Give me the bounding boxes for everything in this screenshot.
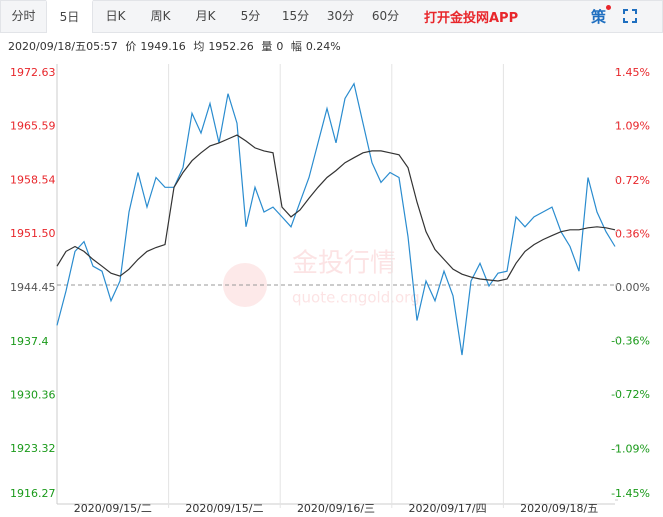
y-tick-label: 1937.4: [10, 335, 49, 348]
tab-bar: 分时 5日 日K 周K 月K 5分 15分 30分 60分 打开金投网APP 策: [0, 0, 663, 33]
app-link[interactable]: 打开金投网APP: [424, 11, 519, 26]
info-value: 0: [276, 40, 284, 53]
price-line: [56, 134, 616, 282]
y-tick-label: 1965.59: [10, 120, 56, 133]
y-tick-label: 1958.54: [10, 174, 56, 187]
tab[interactable]: 5日: [46, 0, 93, 33]
fullscreen-icon[interactable]: [623, 9, 637, 23]
y-tick-label: 1944.45: [10, 281, 56, 294]
x-tick-label: 2020/09/16/三: [297, 502, 375, 515]
x-tick-label: 2020/09/18/五: [520, 502, 598, 515]
y-tick-label: 1972.63: [10, 66, 56, 79]
y2-tick-label: -0.36%: [611, 334, 650, 347]
tab[interactable]: 60分: [371, 9, 400, 23]
tab[interactable]: 月K: [195, 9, 216, 23]
y-tick-label: 1916.27: [10, 487, 56, 500]
y-tick-label: 1923.32: [10, 442, 56, 455]
info-label: 量: [261, 40, 273, 53]
info-label: 幅: [290, 40, 302, 53]
tab[interactable]: 日K: [105, 9, 126, 23]
watermark: 金投行情: [292, 249, 396, 279]
info-label: 价: [125, 40, 137, 53]
info-value: 1949.16: [140, 40, 186, 53]
x-tick-label: 2020/09/15/二: [185, 502, 263, 515]
y2-tick-label: -1.45%: [611, 487, 650, 500]
y2-tick-label: 1.09%: [615, 119, 650, 132]
strategy-icon[interactable]: 策: [591, 8, 607, 26]
info-label: 均: [193, 40, 205, 53]
y-tick-label: 1930.36: [10, 389, 56, 402]
tab[interactable]: 5分: [240, 9, 261, 23]
y-tick-label: 1951.50: [10, 227, 56, 240]
y2-tick-label: 1.45%: [615, 66, 650, 79]
y2-tick-label: 0.72%: [615, 174, 650, 187]
watermark: quote.cngold.org: [292, 289, 420, 307]
x-tick-label: 2020/09/17/四: [409, 502, 487, 515]
tab[interactable]: 15分: [281, 9, 310, 23]
x-tick-label: 2020/09/15/二: [74, 502, 152, 515]
price-line: [56, 82, 616, 356]
y2-tick-label: -0.72%: [611, 388, 650, 401]
y2-tick-label: 0.00%: [615, 281, 650, 294]
info-value: 1952.26: [208, 40, 254, 53]
badge-dot: [606, 5, 611, 10]
y2-tick-label: -1.09%: [611, 443, 650, 456]
tab[interactable]: 30分: [326, 9, 355, 23]
info-value: 0.24%: [305, 40, 341, 53]
y2-tick-label: 0.36%: [615, 228, 650, 241]
tab[interactable]: 分时: [11, 9, 36, 23]
watermark-logo: [223, 263, 267, 307]
info-time: 2020/09/18/五05:57: [8, 40, 118, 53]
tab[interactable]: 周K: [150, 9, 171, 23]
